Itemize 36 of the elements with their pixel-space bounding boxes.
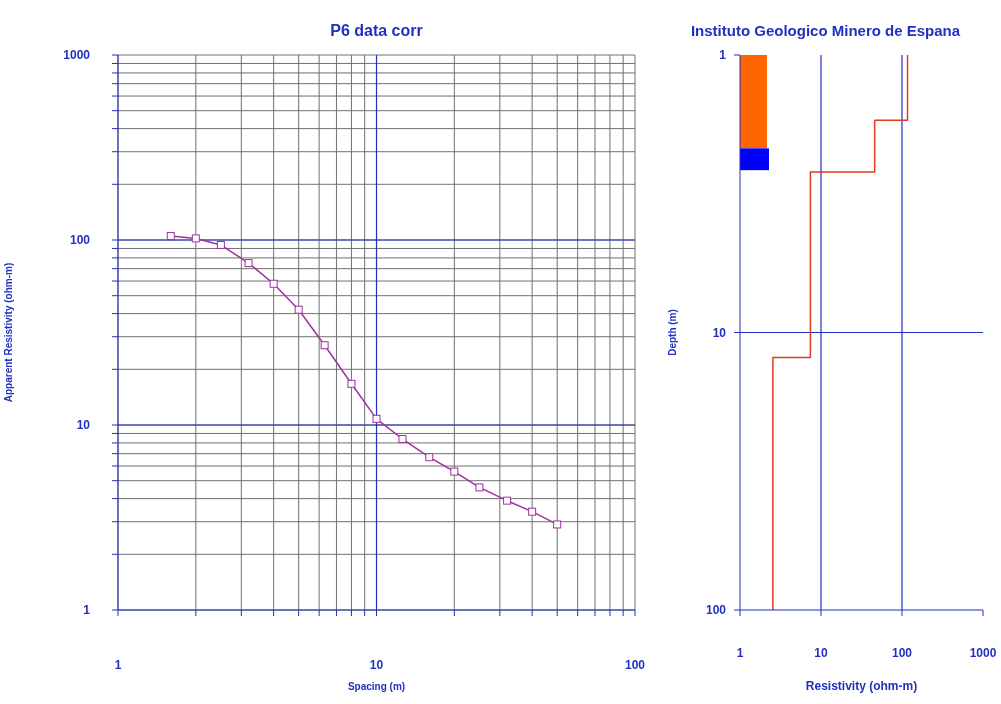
point <box>347 379 356 388</box>
y-tick-label: 10 <box>76 418 91 433</box>
point <box>166 232 175 241</box>
point <box>425 453 434 462</box>
y-tick-label: 1000 <box>63 48 91 63</box>
y-tick-label: 100 <box>705 603 727 618</box>
point <box>450 467 459 476</box>
point <box>503 496 512 505</box>
point <box>244 259 253 268</box>
point <box>553 520 562 529</box>
point <box>216 240 225 249</box>
y-tick-label: 10 <box>712 325 727 340</box>
y-tick-label: 1 <box>83 603 91 618</box>
point <box>320 341 329 350</box>
x-tick-label: 1 <box>736 645 744 660</box>
x-tick-label: 1000 <box>969 645 997 660</box>
point <box>475 483 484 492</box>
point <box>269 279 278 288</box>
chart-title: Instituto Geologico Minero de Espana <box>690 22 961 39</box>
x-tick-label: 10 <box>814 645 828 660</box>
point <box>191 234 200 243</box>
y-tick-label: 1 <box>719 48 727 63</box>
y-axis-title: Depth (m) <box>666 309 678 356</box>
y-axis-title: Apparent Resistivity (ohm-m) <box>2 262 14 403</box>
point <box>528 507 537 516</box>
x-tick-label: 1 <box>114 657 122 672</box>
x-tick-label: 100 <box>624 657 646 672</box>
y-tick-label: 100 <box>69 233 91 248</box>
point <box>372 414 381 423</box>
x-tick-label: 10 <box>369 657 384 672</box>
x-tick-label: 100 <box>891 645 913 660</box>
point <box>398 435 407 444</box>
x-axis-title: Resistivity (ohm-m) <box>805 679 918 693</box>
x-axis-title: Spacing (m) <box>347 681 406 692</box>
point <box>294 305 303 314</box>
chart-title: P6 data corr <box>330 22 423 40</box>
